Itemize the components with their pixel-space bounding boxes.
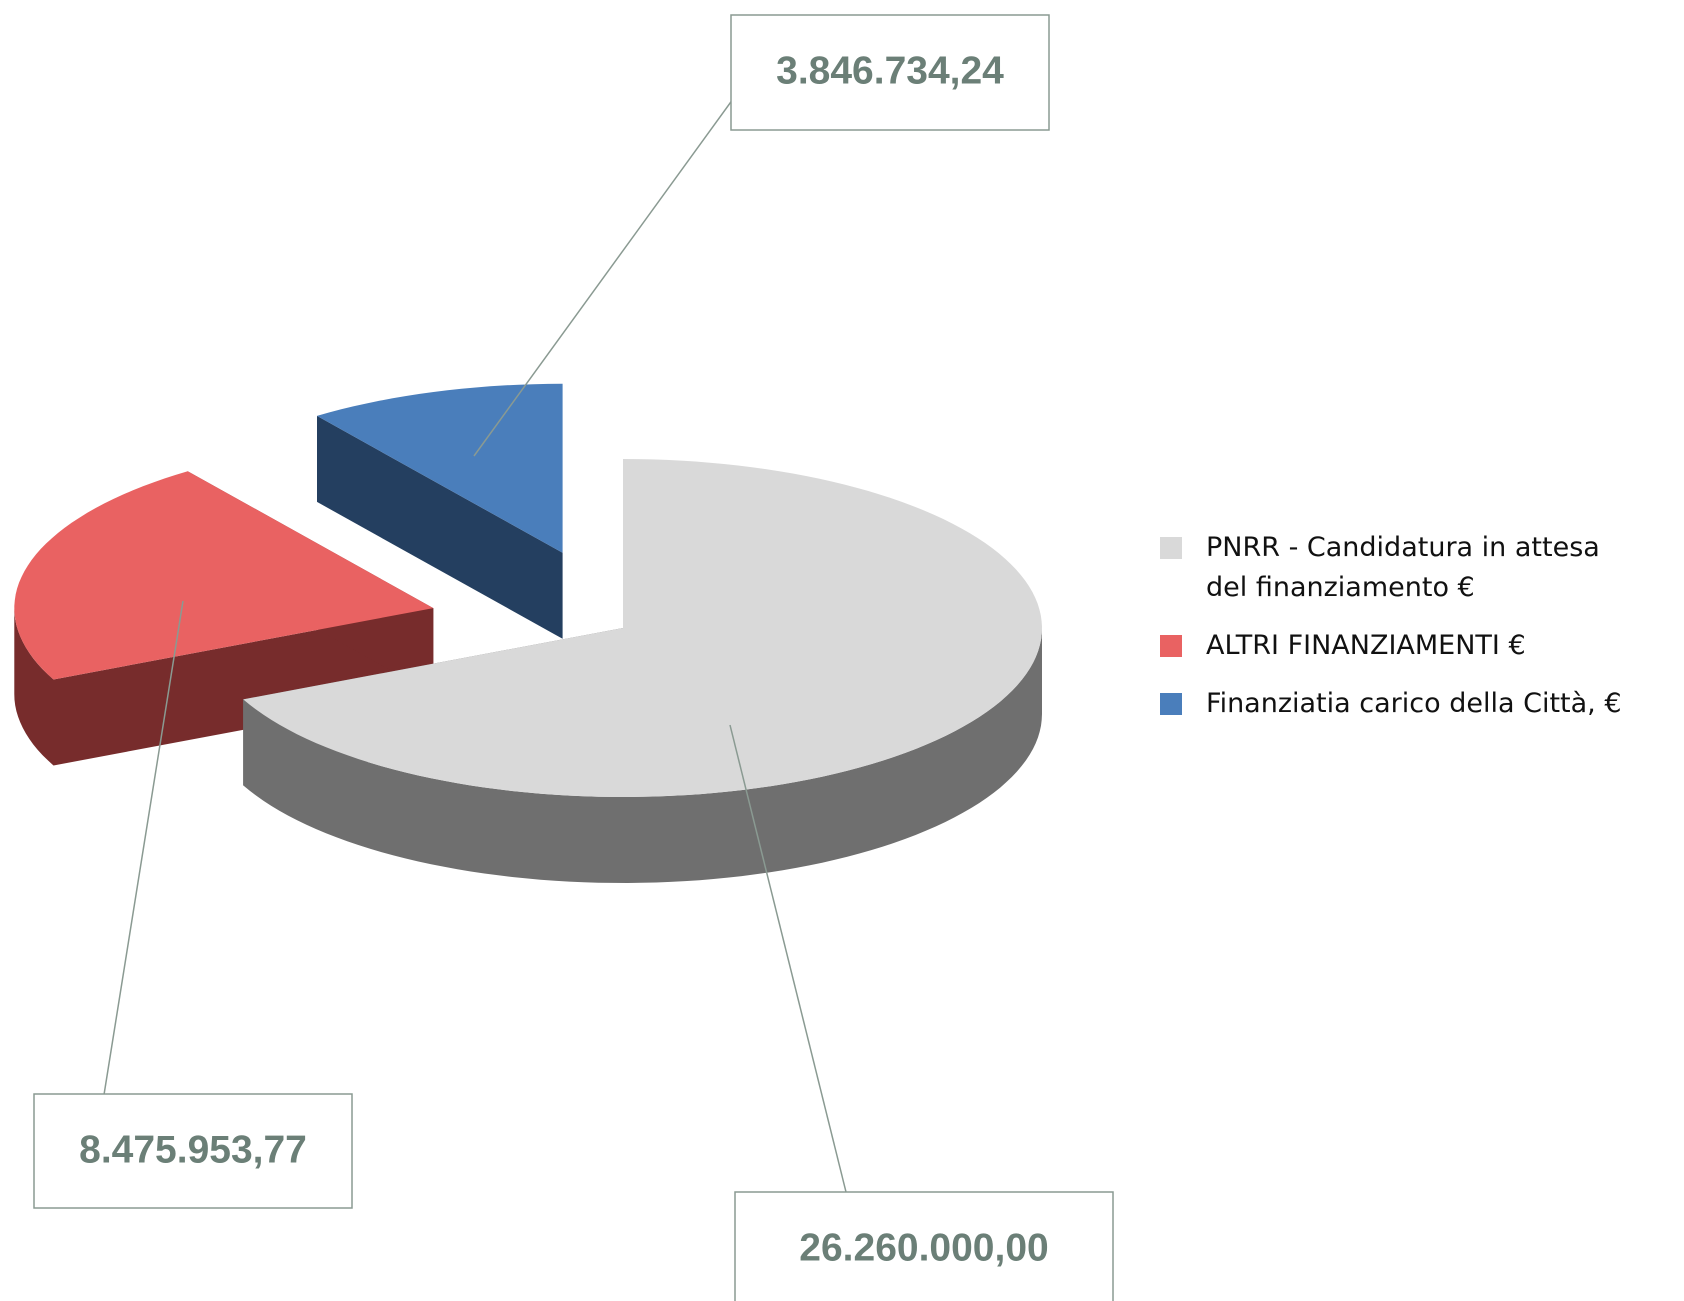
pie-slice [14,471,434,680]
legend-label: Finanziatia carico della Città, € [1206,688,1622,719]
legend: PNRR - Candidatura in attesa del finanzi… [1160,528,1680,742]
slice-cut-face [53,608,434,766]
slice-side [317,415,563,639]
slice-outer-wall [14,608,54,766]
legend-swatch [1160,537,1182,559]
data-label: 26.260.000,00 [799,1226,1048,1269]
pie-slice [317,383,563,553]
slice-outer-wall [243,628,1042,883]
data-label: 3.846.734,24 [776,49,1004,92]
legend-swatch [1160,693,1182,715]
legend-swatch [1160,635,1182,657]
label-box [730,14,1050,131]
slice-cut-face [317,415,563,639]
legend-item: ALTRI FINANZIAMENTI € [1160,626,1646,666]
legend-label: PNRR - Candidatura in attesa del finanzi… [1206,532,1600,603]
legend-label: ALTRI FINANZIAMENTI € [1206,630,1526,661]
label-box [33,1093,353,1209]
leader-line [102,600,184,1102]
leader-line [473,87,742,457]
leader-line [729,724,849,1201]
label-box [734,1191,1114,1301]
data-label: 8.475.953,77 [79,1128,307,1171]
pie-slice [243,459,1042,797]
legend-item: PNRR - Candidatura in attesa del finanzi… [1160,528,1646,608]
legend-item: Finanziatia carico della Città, € [1160,684,1646,724]
